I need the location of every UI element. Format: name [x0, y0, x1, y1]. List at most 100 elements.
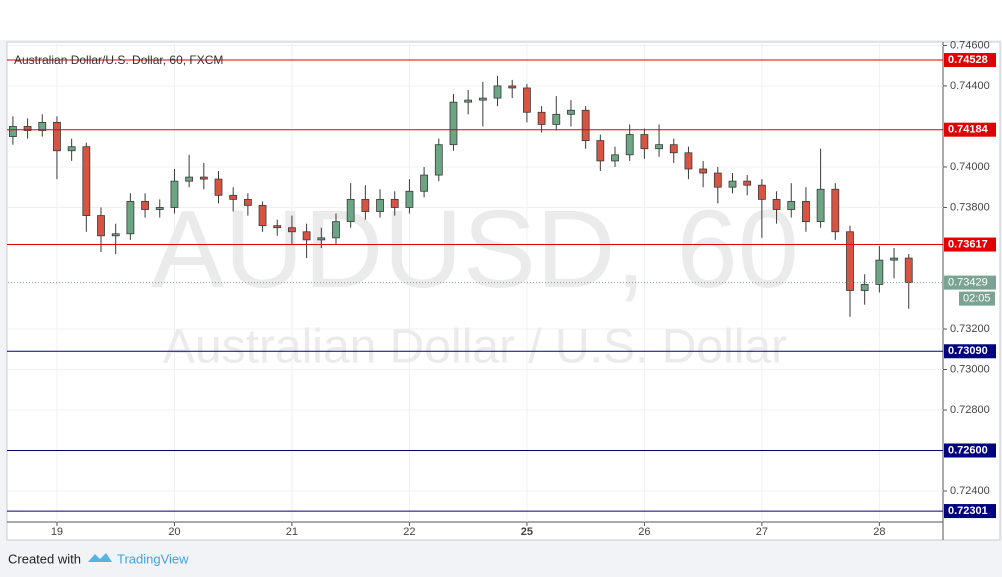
- candle-body: [655, 144, 663, 150]
- candle-body: [390, 198, 399, 208]
- y-tick-label: 0.72400: [950, 485, 990, 497]
- candle-body: [523, 87, 531, 113]
- candle-body: [376, 198, 384, 212]
- candle-body: [141, 200, 149, 210]
- y-tick-label: 0.74000: [950, 161, 990, 173]
- candle-body: [155, 207, 164, 210]
- candle-body: [97, 215, 105, 237]
- y-tick-label: 0.74400: [950, 80, 990, 92]
- chart-title: Australian Dollar/U.S. Dollar, 60, FXCM: [14, 53, 223, 67]
- candle-body: [126, 200, 135, 235]
- candle-body: [464, 99, 473, 103]
- last-price-label: 0.73429: [948, 277, 988, 289]
- x-tick-label: 28: [873, 526, 885, 538]
- candle-body: [802, 200, 810, 223]
- x-tick-label: 27: [756, 526, 768, 538]
- candle-body: [405, 190, 414, 208]
- plot: [7, 59, 943, 512]
- logo-icon: [88, 553, 112, 562]
- level-label-box: [944, 344, 996, 359]
- candle-body: [493, 85, 502, 99]
- candle-body: [229, 194, 238, 200]
- y-tick-label: 0.73800: [950, 201, 990, 213]
- level-label: 0.73090: [948, 345, 988, 357]
- x-tick-label: 20: [168, 526, 180, 538]
- level-label-box: [944, 237, 996, 252]
- countdown-box: [959, 291, 995, 306]
- watermark-subtitle: Australian Dollar / U.S. Dollar: [163, 321, 787, 374]
- candle-body: [757, 184, 766, 200]
- level-label: 0.74184: [948, 124, 989, 136]
- candle-body: [332, 221, 340, 239]
- y-tick-label: 0.73200: [950, 323, 990, 335]
- candle-body: [875, 259, 884, 285]
- candle-body: [816, 188, 825, 223]
- candle-body: [611, 154, 619, 162]
- y-tick-label: 0.72800: [950, 404, 990, 416]
- candle-body: [82, 146, 91, 216]
- candle-body: [199, 176, 208, 180]
- footer-brand[interactable]: TradingView: [117, 551, 189, 566]
- candle-body: [302, 231, 311, 241]
- tradingview-logo: [88, 553, 112, 562]
- candle-body: [625, 134, 634, 156]
- candle-body: [743, 180, 752, 186]
- level-label-box: [944, 504, 996, 519]
- y-tick-label: 0.74600: [950, 39, 990, 51]
- candle-body: [53, 122, 61, 152]
- candle-body: [552, 113, 561, 125]
- candle-body: [537, 111, 546, 125]
- candle-body: [317, 237, 326, 241]
- candle-body: [288, 227, 296, 233]
- candle-body: [772, 198, 781, 210]
- candle-body: [478, 97, 487, 101]
- candle-body: [890, 257, 898, 261]
- last-price-box: [944, 275, 996, 290]
- candle-body: [67, 146, 76, 152]
- candle-body: [111, 233, 120, 237]
- axis: 0.74600 0.74400 0.74000 0.73800 0.73200 0.730…: [51, 39, 996, 538]
- candle-body: [684, 152, 693, 170]
- x-tick-label: 21: [286, 526, 298, 538]
- chart-panel: [6, 41, 1001, 541]
- candle-body: [8, 126, 17, 137]
- candle-body: [38, 122, 47, 131]
- candle-body: [787, 200, 796, 210]
- candle-body: [449, 101, 458, 146]
- level-label-box: [944, 443, 996, 458]
- x-tick-label: 26: [638, 526, 650, 538]
- countdown-label: 02:05: [963, 293, 991, 305]
- y-tick-label: 0.73000: [950, 363, 990, 375]
- candle-body: [185, 176, 194, 182]
- candle-body: [214, 178, 223, 196]
- x-tick-label: 22: [403, 526, 415, 538]
- candle-body: [567, 109, 575, 115]
- candle-body: [831, 188, 840, 233]
- level-label: 0.74528: [948, 54, 988, 66]
- x-tick-label: 19: [51, 526, 63, 538]
- x-tick-label: 25: [521, 526, 533, 538]
- level-label: 0.72600: [948, 444, 988, 456]
- level-label: 0.73617: [948, 238, 988, 250]
- candle-body: [170, 180, 179, 208]
- candle-body: [420, 174, 428, 192]
- candle-body: [846, 231, 854, 291]
- candle-body: [434, 144, 443, 176]
- candle-body: [728, 180, 737, 188]
- candle-body: [860, 284, 869, 291]
- candle-body: [346, 198, 355, 223]
- candle-body: [581, 109, 590, 142]
- candle-body: [23, 126, 32, 131]
- top-bar: [0, 0, 1002, 40]
- candle-body: [361, 198, 370, 212]
- level-label-box: [944, 122, 996, 137]
- candle-body: [904, 257, 913, 284]
- candle-body: [243, 198, 252, 206]
- candle-body: [699, 168, 708, 174]
- candle-body: [596, 140, 605, 162]
- footer-prefix: Created with: [8, 551, 81, 566]
- candle-body: [640, 134, 649, 150]
- level-label-box: [944, 53, 996, 68]
